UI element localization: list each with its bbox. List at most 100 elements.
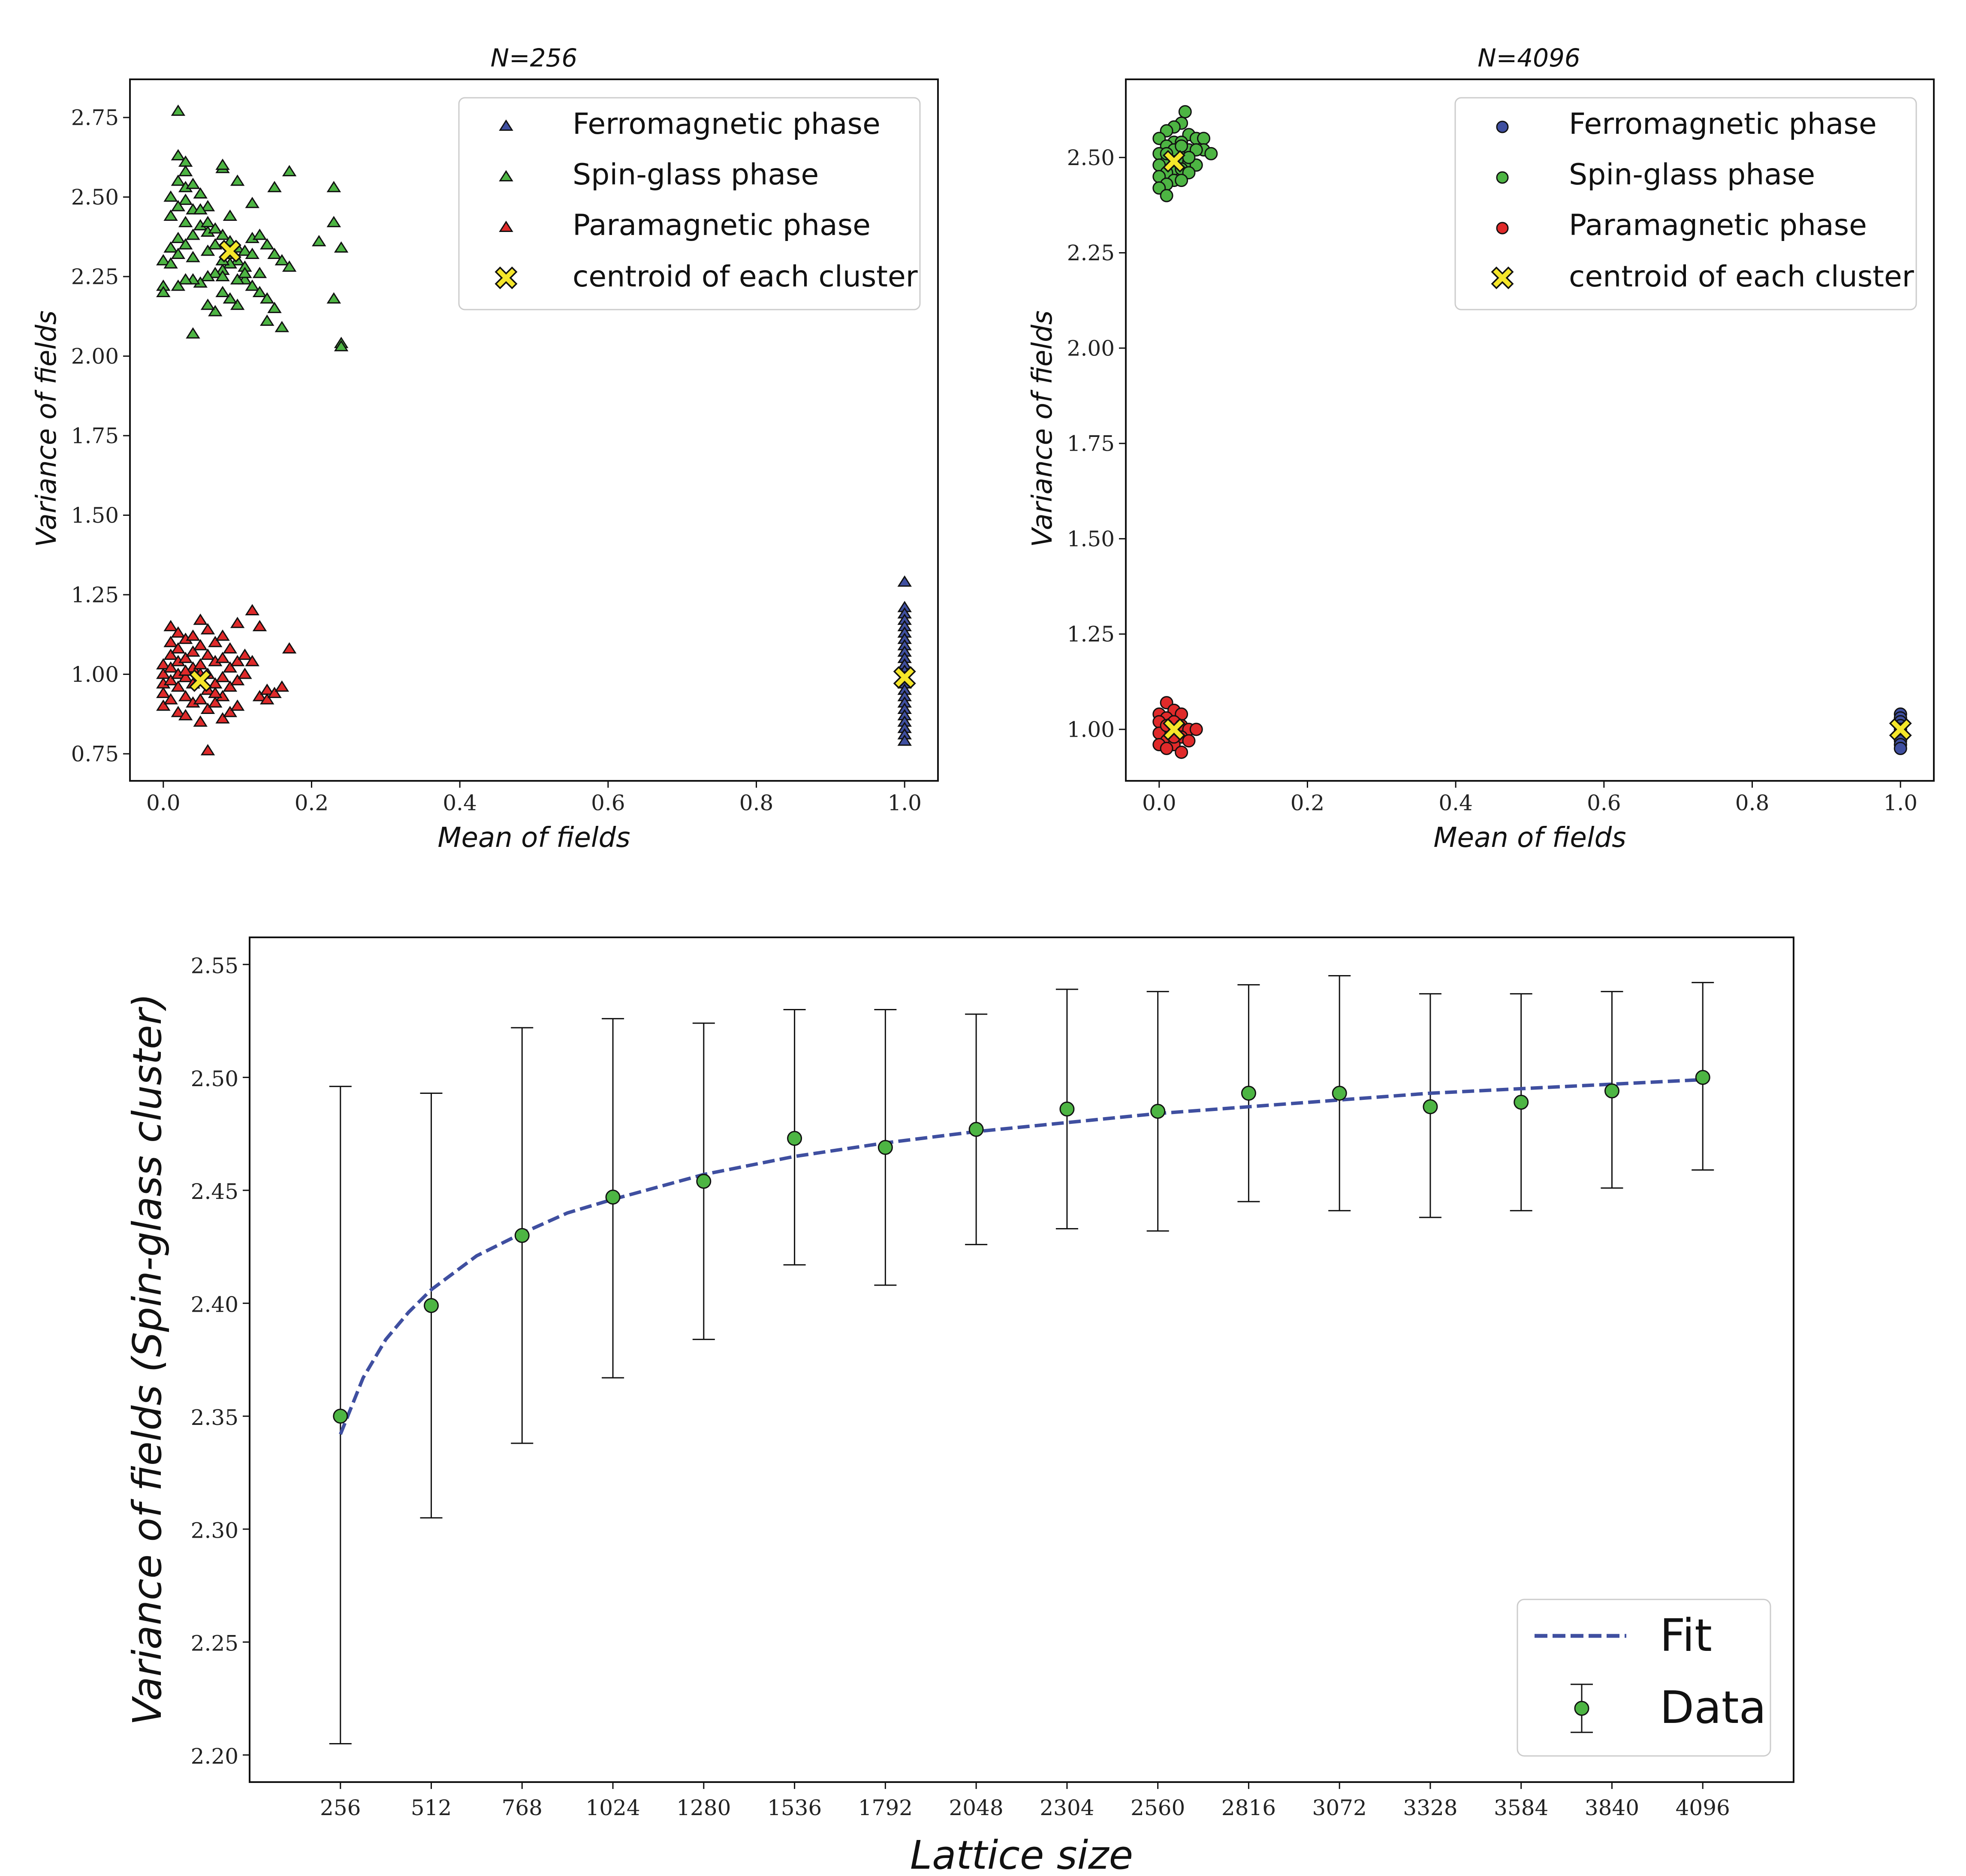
- panel3-ticks: 256 512 768 1024 1280 1536 1792 2048 2304 2560 281…: [191, 954, 1730, 1820]
- triangle-point: [230, 674, 245, 686]
- triangle-point: [178, 709, 193, 720]
- panel1-legend: Ferromagnetic phase Spin-glass phase Par…: [458, 97, 921, 310]
- triangle-point: [260, 292, 274, 304]
- legend-data-marker: [1571, 1683, 1593, 1733]
- triangle-point: [163, 190, 178, 202]
- triangle-point: [223, 661, 238, 673]
- triangle-point: [171, 279, 186, 291]
- triangle-point: [193, 715, 208, 727]
- centroid-marker: [1162, 718, 1185, 741]
- triangle-point: [223, 642, 238, 654]
- legend-data-dot: [1574, 1701, 1589, 1716]
- panel3-xtick-label: 3584: [1494, 1795, 1548, 1820]
- panel2-marks: [1152, 105, 1912, 759]
- panel3-ytick-label: 2.45: [191, 1179, 238, 1204]
- data-point: [787, 1131, 802, 1146]
- data-point: [514, 1228, 530, 1243]
- panel1-legend-para: Paramagnetic phase: [573, 208, 871, 242]
- triangle-point: [163, 257, 178, 269]
- triangle-point: [252, 620, 267, 632]
- triangle-point: [178, 664, 193, 676]
- triangle-point: [274, 254, 289, 265]
- triangle-point: [252, 286, 267, 298]
- triangle-point: [200, 244, 215, 256]
- triangle-point: [163, 661, 178, 673]
- legend-ferro-marker: [1496, 120, 1509, 133]
- panel-lattice: 256 512 768 1024 1280 1536 1792 2048 2304 2560 281…: [124, 936, 1794, 1876]
- panel3-xtick-label: 2304: [1040, 1795, 1094, 1820]
- triangle-point: [215, 229, 230, 240]
- panel2-axes-frame: [1125, 78, 1935, 782]
- triangle-point: [223, 209, 238, 221]
- data-point: [1695, 1070, 1710, 1085]
- triangle-point: [267, 181, 282, 193]
- data-point: [1332, 1085, 1347, 1101]
- panel3-ytick-label: 2.30: [191, 1518, 238, 1543]
- data-point: [605, 1189, 621, 1205]
- triangle-point: [245, 279, 259, 291]
- panel3-legend-fit: Fit: [1660, 1609, 1712, 1662]
- panel1-ylabel: Variance of fields: [31, 310, 63, 547]
- panel1-ytick-label: 1.25: [71, 582, 119, 607]
- triangle-point: [163, 674, 178, 686]
- circle-point: [1182, 151, 1196, 164]
- centroid-marker: [1889, 718, 1912, 741]
- triangle-point: [178, 193, 193, 205]
- triangle-point: [238, 648, 252, 660]
- panel-n256: N=256 0.0 0.2 0.4 0.6 0.8 1.0 0.75 1.00 1.25 1.50…: [31, 43, 939, 854]
- panel1-ytick-label: 2.00: [71, 344, 119, 369]
- panel3-ytick-label: 2.20: [191, 1744, 238, 1769]
- panel2-legend-para: Paramagnetic phase: [1569, 208, 1867, 242]
- panel3-xtick-label: 3840: [1585, 1795, 1639, 1820]
- panel3-ylabel: Variance of fields (Spin-glass cluster): [124, 994, 170, 1725]
- panel3-xtick-label: 1024: [585, 1795, 640, 1820]
- triangle-point: [178, 165, 193, 177]
- panel2-ytick-label: 2.25: [1067, 241, 1115, 265]
- data-point: [1059, 1101, 1075, 1117]
- panel1-ytick-label: 2.25: [71, 265, 119, 289]
- panel2-legend: Ferromagnetic phase Spin-glass phase Par…: [1454, 97, 1917, 310]
- panel1-ytick-label: 2.50: [71, 185, 119, 210]
- panel3-ytick-label: 2.35: [191, 1405, 238, 1430]
- triangle-point: [326, 292, 341, 304]
- panel1-legend-markers: [495, 119, 518, 289]
- panel2-ytick-label: 1.50: [1067, 527, 1115, 551]
- triangle-point: [208, 696, 223, 708]
- circle-point: [1197, 132, 1210, 145]
- triangle-point: [200, 623, 215, 635]
- triangle-point: [215, 671, 230, 682]
- circle-point: [1175, 745, 1188, 759]
- panel2-xtick-label: 0.2: [1291, 791, 1325, 816]
- triangle-point: [334, 241, 349, 253]
- triangle-point: [178, 651, 193, 663]
- panel2-title: N=4096: [1478, 43, 1580, 72]
- triangle-point: [208, 222, 223, 234]
- panel2-ticks: 0.0 0.2 0.4 0.6 0.8 1.0 1.00 1.25 1.50 1.75 2.00 2.…: [1067, 145, 1918, 816]
- panel1-ytick-label: 0.75: [71, 741, 119, 766]
- legend-centroid-marker: [1491, 266, 1514, 289]
- triangle-point: [215, 651, 230, 663]
- triangle-point: [186, 178, 200, 189]
- triangle-point: [282, 260, 297, 272]
- panel3-xtick-label: 2048: [949, 1795, 1003, 1820]
- panel3-xtick-label: 1280: [676, 1795, 731, 1820]
- triangle-point: [223, 706, 238, 717]
- panel3-ytick-label: 2.50: [191, 1066, 238, 1091]
- triangle-point: [230, 273, 245, 285]
- triangle-point: [193, 693, 208, 705]
- panel2-ytick-label: 2.50: [1067, 145, 1115, 170]
- panel3-xtick-label: 768: [502, 1795, 543, 1820]
- data-point: [968, 1122, 984, 1137]
- legend-para-marker: [1496, 222, 1509, 235]
- panel1-legend-spin: Spin-glass phase: [573, 158, 819, 192]
- triangle-point: [267, 247, 282, 259]
- triangle-point: [163, 635, 178, 647]
- triangle-point: [200, 200, 215, 211]
- triangle-point: [200, 744, 215, 756]
- panel1-ytick-label: 1.50: [71, 503, 119, 528]
- panel1-xtick-label: 0.4: [443, 791, 477, 816]
- triangle-point: [178, 690, 193, 702]
- triangle-point: [252, 267, 267, 278]
- panel3-xtick-label: 1536: [767, 1795, 822, 1820]
- triangle-point: [171, 232, 186, 243]
